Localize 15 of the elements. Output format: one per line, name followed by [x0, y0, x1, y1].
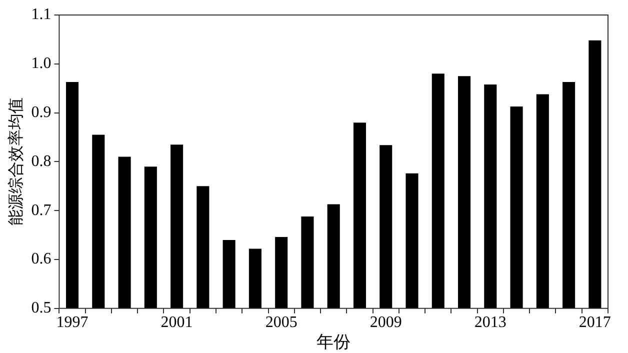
y-tick-label: 0.8 [31, 152, 52, 170]
x-axis-title: 年份 [316, 332, 351, 352]
y-tick-label: 0.7 [31, 202, 52, 219]
y-tick-label: 0.5 [31, 300, 52, 317]
x-tick-label: 2001 [160, 314, 193, 332]
x-tick-label: 2017 [578, 314, 611, 332]
y-tick-label: 0.9 [31, 104, 52, 122]
y-tick-label: 0.6 [31, 250, 52, 268]
x-tick-label: 1997 [56, 314, 88, 332]
x-tick-label: 2013 [474, 314, 506, 332]
y-tick-label: 1.1 [31, 6, 52, 24]
x-tick-label: 2005 [265, 314, 298, 332]
y-tick-label: 1.0 [31, 55, 52, 72]
x-tick-label: 2009 [370, 314, 402, 332]
y-axis-title: 能源综合效率均值 [6, 98, 25, 226]
